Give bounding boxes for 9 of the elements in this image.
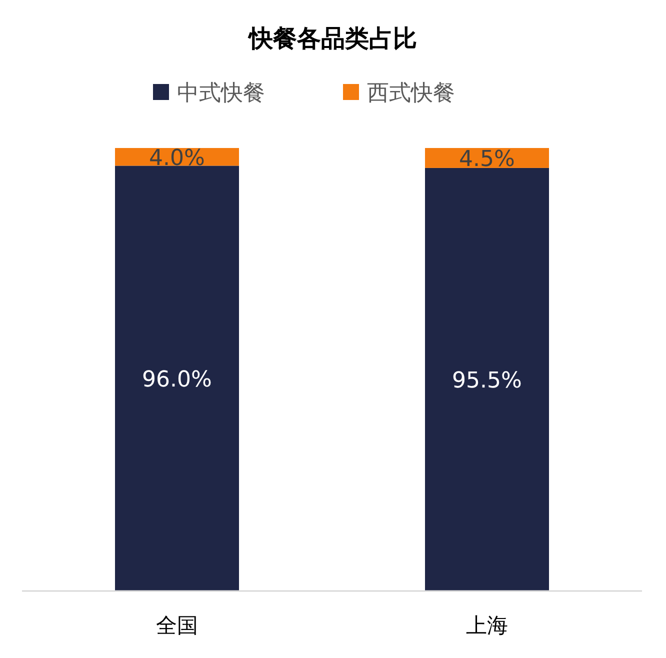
data-label: 4.0%: [149, 146, 205, 171]
legend-label: 中式快餐: [177, 80, 265, 106]
x-tick-label: 上海: [466, 614, 508, 638]
data-label: 4.5%: [459, 146, 515, 172]
chart-title: 快餐各品类占比: [247, 24, 417, 53]
data-label: 95.5%: [452, 368, 522, 394]
legend-label: 西式快餐: [367, 80, 455, 106]
x-tick-label: 全国: [156, 614, 198, 638]
data-label: 96.0%: [142, 367, 212, 392]
